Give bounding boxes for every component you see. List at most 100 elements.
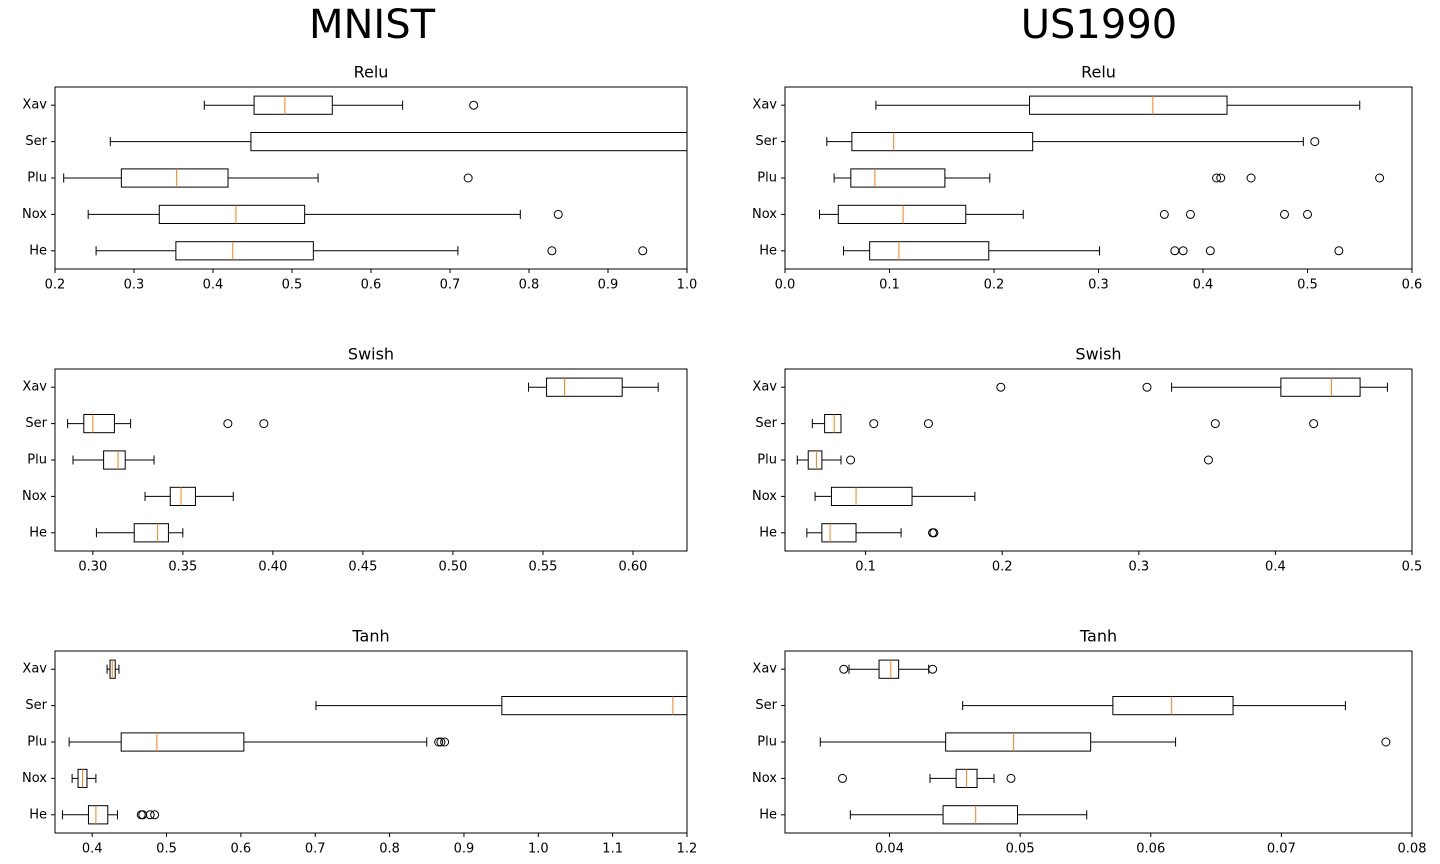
- x-tick-label: 0.6: [231, 842, 252, 857]
- axes-frame: [54, 650, 688, 834]
- plot-area: [818, 95, 1385, 261]
- x-tick-label: 0.4: [1193, 278, 1214, 293]
- x-tick-label: 0.3: [1088, 278, 1109, 293]
- y-tick-label: He: [759, 243, 777, 258]
- panel-title: Relu: [354, 63, 389, 82]
- y-tick-label: Ser: [755, 698, 777, 713]
- box: [175, 241, 314, 261]
- axes-frame: [784, 86, 1413, 270]
- y-tick-label: Nox: [752, 207, 777, 222]
- outlier: [434, 737, 444, 747]
- outlier: [553, 209, 563, 219]
- outlier: [1216, 173, 1226, 183]
- outlier: [1178, 246, 1188, 256]
- outlier: [1203, 455, 1213, 465]
- y-tick-label: Plu: [757, 453, 777, 468]
- box: [1029, 95, 1228, 115]
- x-tick-label: 0.5: [1297, 278, 1318, 293]
- x-tick-label: 0.2: [984, 278, 1005, 293]
- box: [1280, 377, 1361, 397]
- y-tick-label: Xav: [22, 662, 47, 677]
- x-tick-label: 0.1: [855, 560, 876, 575]
- outlier: [1334, 246, 1344, 256]
- outlier: [1381, 737, 1391, 747]
- y-tick-label: Plu: [27, 735, 47, 750]
- x-tick-label: 0.45: [348, 560, 377, 575]
- y-tick-label: Xav: [752, 380, 777, 395]
- outlier: [223, 419, 233, 429]
- outlier: [1170, 246, 1180, 256]
- outlier: [1375, 173, 1385, 183]
- box: [250, 132, 687, 152]
- outlier: [869, 419, 879, 429]
- y-tick-label: Nox: [22, 489, 47, 504]
- column-header: MNIST: [309, 2, 436, 48]
- outlier: [846, 455, 856, 465]
- x-tick-label: 0.35: [168, 560, 197, 575]
- x-tick-label: 1.2: [677, 842, 698, 857]
- x-tick-label: 0.05: [1006, 842, 1035, 857]
- box: [1112, 696, 1234, 716]
- box: [103, 450, 126, 470]
- outlier: [1310, 137, 1320, 147]
- y-tick-label: Xav: [752, 98, 777, 113]
- y-tick-label: Xav: [22, 98, 47, 113]
- y-tick-label: He: [29, 525, 47, 540]
- outlier: [440, 737, 450, 747]
- x-tick-label: 0.08: [1398, 842, 1427, 857]
- outlier: [1309, 419, 1319, 429]
- y-tick-label: Nox: [752, 489, 777, 504]
- x-tick-label: 0.6: [361, 278, 382, 293]
- x-tick-label: 0.6: [1402, 278, 1423, 293]
- outlier: [638, 246, 648, 256]
- outlier: [1303, 209, 1312, 219]
- column-header: US1990: [1021, 2, 1177, 48]
- box: [945, 732, 1092, 752]
- outlier: [1210, 419, 1220, 429]
- x-tick-label: 0.8: [379, 842, 400, 857]
- x-tick-label: 0.30: [78, 560, 107, 575]
- panel-title: Swish: [1075, 345, 1121, 364]
- x-tick-label: 0.9: [454, 842, 475, 857]
- box: [821, 523, 857, 543]
- box: [120, 732, 245, 752]
- x-tick-label: 0.3: [1128, 560, 1149, 575]
- outlier: [1280, 209, 1290, 219]
- box: [253, 95, 333, 115]
- x-tick-label: 0.4: [203, 278, 224, 293]
- outlier: [839, 664, 849, 674]
- axes-frame: [784, 650, 1413, 834]
- x-tick-label: 1.0: [677, 278, 698, 293]
- x-tick-label: 0.4: [82, 842, 103, 857]
- y-tick-label: Xav: [22, 380, 47, 395]
- outlier: [138, 810, 148, 820]
- x-tick-label: 0.55: [528, 560, 557, 575]
- y-tick-label: Ser: [25, 416, 47, 431]
- x-tick-label: 0.8: [519, 278, 540, 293]
- x-tick-label: 0.60: [619, 560, 648, 575]
- box: [807, 450, 823, 470]
- box: [169, 486, 196, 506]
- outlier: [463, 173, 473, 183]
- y-tick-label: Ser: [755, 416, 777, 431]
- y-tick-label: Plu: [27, 171, 47, 186]
- box: [546, 377, 623, 397]
- panel-title: Tanh: [351, 627, 389, 646]
- box: [869, 241, 990, 261]
- x-tick-label: 0.2: [45, 278, 66, 293]
- y-tick-label: Plu: [757, 735, 777, 750]
- plot-area: [63, 95, 687, 261]
- axes-frame: [54, 86, 688, 270]
- box: [501, 696, 687, 716]
- x-tick-label: 0.0: [775, 278, 796, 293]
- box: [878, 659, 900, 679]
- box: [120, 168, 229, 188]
- plot-area: [819, 659, 1391, 825]
- panel-title: Tanh: [1079, 627, 1117, 646]
- y-tick-label: He: [29, 807, 47, 822]
- x-tick-label: 0.5: [1402, 560, 1423, 575]
- box: [824, 414, 842, 434]
- outlier: [1006, 773, 1016, 783]
- y-tick-label: He: [29, 243, 47, 258]
